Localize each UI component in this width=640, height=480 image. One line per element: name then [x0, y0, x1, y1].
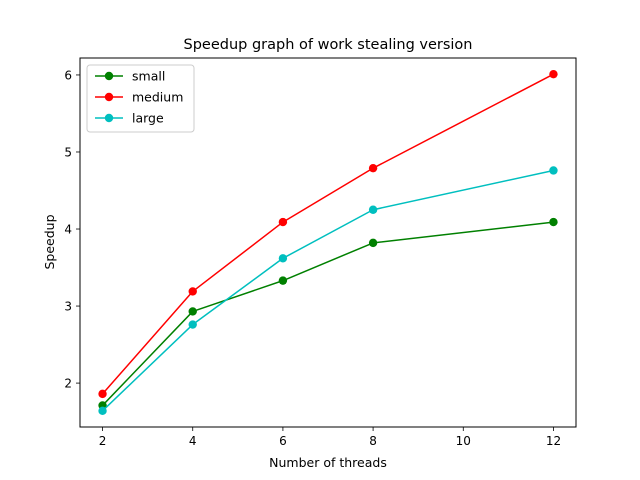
data-point-medium [368, 163, 378, 173]
legend-entry-small: small [95, 69, 165, 84]
x-tick-label: 8 [369, 434, 377, 448]
data-point-small [368, 238, 378, 248]
series-layer [98, 69, 558, 416]
legend-marker [104, 113, 114, 123]
series-large [98, 166, 558, 416]
x-axis-ticks: 2 4 6 8 10 12 [99, 427, 561, 448]
data-point-medium [278, 217, 288, 227]
x-tick-label: 12 [546, 434, 561, 448]
legend-marker [104, 71, 114, 81]
x-tick-label: 4 [189, 434, 197, 448]
y-axis-ticks: 2 3 4 5 6 [64, 68, 80, 391]
y-tick-label: 3 [64, 300, 72, 314]
y-tick-label: 2 [64, 377, 72, 391]
data-point-large [98, 406, 107, 416]
legend-label: large [132, 111, 164, 126]
legend-entry-large: large [95, 111, 164, 126]
x-tick-label: 6 [279, 434, 287, 448]
data-point-large [188, 320, 197, 329]
x-tick-label: 2 [99, 434, 107, 448]
x-axis-label: Number of threads [269, 455, 387, 470]
y-tick-label: 4 [64, 223, 72, 237]
data-point-small [549, 217, 558, 227]
legend: small medium large [86, 64, 195, 133]
data-point-medium [549, 69, 558, 79]
chart-title: Speedup graph of work stealing version [183, 37, 472, 53]
data-point-large [278, 254, 288, 263]
data-point-large [368, 205, 378, 214]
data-point-medium [98, 389, 107, 399]
data-point-medium [188, 287, 197, 296]
legend-marker [104, 92, 114, 102]
legend-label: medium [132, 90, 183, 105]
y-tick-label: 6 [64, 68, 72, 82]
legend-label: small [132, 69, 165, 84]
plot-area-frame [79, 57, 577, 428]
y-tick-label: 5 [64, 145, 72, 159]
data-point-small [188, 307, 197, 316]
legend-frame [86, 64, 195, 133]
y-axis-label: Speedup [42, 214, 57, 269]
data-point-small [278, 276, 288, 285]
data-point-large [549, 166, 558, 175]
legend-entry-medium: medium [95, 90, 183, 105]
series-medium [98, 69, 558, 399]
x-tick-label: 10 [456, 434, 471, 448]
